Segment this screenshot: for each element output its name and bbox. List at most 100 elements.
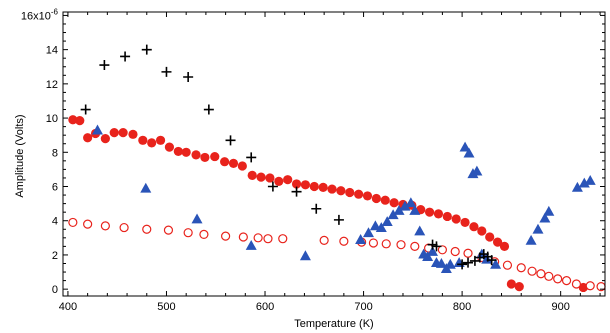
data-point	[83, 219, 93, 229]
data-point	[200, 152, 210, 163]
y-axis-multiplier-label: 16x10-6	[21, 7, 59, 22]
data-point	[319, 235, 329, 245]
data-point	[536, 269, 546, 279]
data-point	[578, 282, 588, 293]
data-point	[283, 175, 293, 185]
series-filled-triangle	[91, 124, 596, 274]
series-open-circle	[68, 217, 606, 292]
data-point	[371, 193, 381, 204]
data-point	[245, 240, 257, 250]
y-tick-label: 8	[52, 147, 58, 159]
data-point	[265, 173, 275, 183]
x-tick-label: 800	[453, 301, 471, 313]
data-point	[119, 222, 129, 233]
data-point	[532, 223, 544, 234]
data-point	[142, 224, 152, 234]
data-point	[451, 214, 461, 224]
data-point	[490, 258, 502, 269]
data-point	[460, 217, 470, 228]
data-point	[499, 241, 510, 251]
data-point	[381, 239, 391, 249]
data-point	[91, 124, 103, 135]
data-point	[140, 182, 152, 193]
data-point	[459, 141, 471, 152]
data-point	[291, 186, 302, 197]
data-point	[585, 281, 595, 291]
data-point	[381, 216, 393, 226]
data-point	[109, 128, 119, 138]
data-point	[267, 181, 278, 192]
data-point	[80, 104, 91, 115]
data-point	[339, 236, 349, 246]
data-point	[225, 135, 236, 146]
data-point	[450, 246, 460, 257]
data-point	[68, 115, 78, 125]
data-point	[477, 226, 487, 236]
data-point	[203, 104, 214, 115]
data-point	[463, 248, 473, 258]
data-point	[327, 184, 337, 194]
data-point	[457, 259, 468, 270]
x-tick-label: 900	[551, 301, 569, 313]
data-point	[164, 142, 175, 152]
data-point	[431, 241, 442, 252]
data-point	[299, 250, 311, 261]
y-tick-label: 10	[46, 113, 58, 125]
data-point	[380, 195, 390, 205]
data-point	[333, 214, 344, 225]
data-point	[354, 189, 364, 199]
y-tick-label: 2	[52, 250, 58, 262]
data-point	[362, 227, 374, 238]
data-point	[228, 158, 239, 169]
data-point	[525, 234, 537, 245]
data-point	[138, 135, 148, 145]
data-point	[141, 44, 152, 55]
data-point	[311, 203, 322, 214]
data-point	[405, 197, 417, 208]
data-point	[516, 263, 526, 273]
data-point	[444, 258, 456, 269]
y-axis: 0 2 4 6 8 10 12 14 16x10-6	[21, 7, 605, 296]
data-point	[410, 241, 420, 251]
data-point	[571, 279, 582, 289]
data-point	[68, 217, 78, 228]
data-point	[237, 161, 247, 171]
y-tick-label: 4	[52, 216, 58, 228]
data-point	[553, 274, 563, 284]
data-point	[424, 207, 435, 217]
data-point	[247, 170, 257, 180]
data-point	[263, 234, 273, 244]
y-axis-title: Amplitude (Volts)	[14, 114, 26, 197]
data-point	[437, 245, 447, 255]
data-point	[191, 213, 203, 224]
data-point	[543, 205, 555, 216]
data-point	[120, 51, 131, 62]
data-point	[396, 240, 406, 250]
data-point	[514, 281, 524, 292]
data-point	[375, 222, 387, 232]
data-point	[100, 134, 110, 144]
data-point	[399, 200, 411, 211]
data-point	[173, 146, 183, 157]
data-point	[393, 204, 405, 215]
data-point	[442, 211, 452, 222]
data-point	[100, 221, 110, 231]
data-point	[486, 255, 497, 266]
data-point	[163, 225, 174, 235]
series-filled-circle	[68, 115, 588, 293]
y-tick-label: 6	[52, 182, 58, 194]
data-point	[253, 233, 263, 243]
data-point	[544, 271, 554, 281]
data-point	[309, 181, 319, 192]
data-point	[355, 234, 367, 244]
data-point	[210, 151, 220, 162]
data-point	[336, 186, 346, 196]
data-point	[561, 276, 572, 286]
data-point	[427, 246, 439, 256]
data-point	[345, 187, 355, 198]
data-point	[318, 182, 328, 192]
x-tick-label: 600	[256, 301, 274, 313]
series-plus	[80, 44, 497, 270]
data-point	[220, 157, 230, 167]
